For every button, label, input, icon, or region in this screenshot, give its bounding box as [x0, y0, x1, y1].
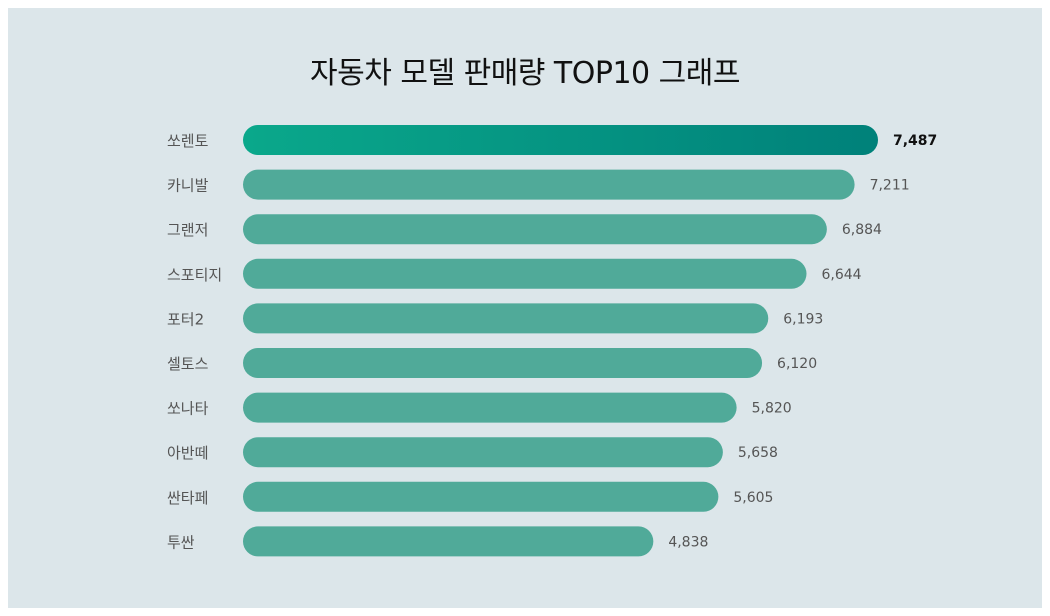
bar-10 [243, 526, 654, 557]
category-label: 포터2 [167, 310, 204, 328]
bar-2 [243, 169, 855, 200]
category-label: 투싼 [167, 533, 195, 551]
value-label: 7,211 [870, 178, 910, 194]
bars-group: 쏘렌토 7,487 카니발 7,211 그랜저 6,884 스포티지 6,644 포터2 6,19… [167, 125, 937, 557]
bar-9 [243, 481, 719, 512]
category-label: 셀토스 [167, 355, 209, 373]
category-label: 스포티지 [167, 266, 222, 284]
category-label: 싼타페 [167, 489, 208, 507]
value-label: 5,820 [752, 401, 792, 417]
chart-title: 자동차 모델 판매량 TOP10 그래프 [310, 56, 740, 91]
value-label: 6,193 [783, 311, 823, 327]
category-label: 카니발 [167, 177, 209, 195]
value-label: 6,644 [822, 267, 862, 283]
value-label: 4,838 [668, 534, 708, 550]
category-label: 쏘렌토 [167, 132, 209, 150]
value-label: 5,605 [733, 490, 773, 506]
bar-5 [243, 303, 769, 334]
bar-8 [243, 437, 723, 468]
bar-1 [243, 125, 878, 155]
category-label: 쏘나타 [167, 400, 209, 418]
bar-7 [243, 392, 737, 423]
bar-4 [243, 258, 807, 289]
value-label: 6,120 [777, 356, 817, 372]
value-label: 6,884 [842, 222, 882, 238]
bar-3 [243, 214, 827, 245]
value-label: 5,658 [738, 445, 778, 461]
bar-6 [243, 348, 763, 378]
category-label: 그랜저 [167, 221, 208, 239]
category-label: 아반떼 [167, 444, 208, 462]
value-label: 7,487 [893, 133, 937, 149]
